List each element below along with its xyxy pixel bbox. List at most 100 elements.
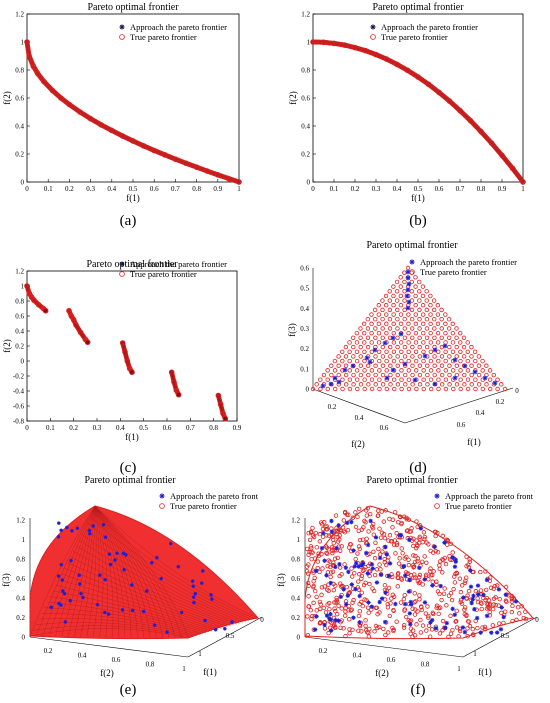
true-frontier-point	[475, 625, 480, 631]
y-tick-label: 0.6	[380, 424, 389, 432]
x-tick-label: 0.6	[435, 185, 444, 193]
legend-marker-true	[119, 34, 125, 40]
true-frontier-point	[343, 605, 348, 611]
true-frontier-point	[384, 321, 389, 327]
true-frontier-point	[457, 628, 463, 634]
approach-point	[336, 523, 341, 528]
surface-grid-line	[94, 505, 170, 638]
true-frontier-point	[483, 569, 488, 574]
true-frontier-point	[487, 601, 493, 607]
approach-point	[359, 563, 364, 568]
true-frontier-point	[436, 349, 441, 354]
true-frontier-point	[398, 275, 403, 280]
surface-grid-line	[55, 584, 216, 631]
true-frontier-point	[398, 600, 404, 605]
legend-marker-approach	[119, 24, 125, 30]
panel-label-c: (c)	[119, 460, 137, 476]
true-frontier-point	[372, 629, 377, 634]
approach-point	[472, 369, 478, 375]
true-frontier-point	[523, 609, 528, 615]
true-frontier-point	[319, 520, 324, 525]
true-frontier-point	[417, 382, 423, 387]
true-frontier-point	[332, 606, 337, 611]
true-frontier-point	[487, 377, 493, 382]
true-frontier-point	[413, 293, 418, 299]
approach-point	[366, 600, 371, 605]
approach-point	[452, 612, 458, 617]
true-frontier-point	[336, 603, 341, 608]
true-frontier-point	[388, 363, 393, 368]
legend-label-true: True pareto frontier	[420, 267, 487, 277]
true-frontier-point	[387, 326, 393, 331]
approach-point	[63, 620, 68, 624]
legend-marker-approach	[119, 261, 125, 267]
true-frontier-point	[439, 382, 445, 387]
approach-point	[209, 593, 213, 597]
true-frontier-point	[339, 544, 344, 549]
surface-grid-line	[67, 562, 228, 627]
true-frontier-point	[421, 349, 426, 354]
y-tick-label: 0.4	[15, 123, 24, 131]
true-frontier-point	[362, 597, 367, 602]
true-frontier-point	[394, 542, 400, 548]
x-axis-label: f(1)	[125, 432, 139, 442]
y-tick-label: 0.4	[353, 652, 362, 660]
true-frontier-point	[406, 340, 411, 345]
z-tick-label: 0.2	[16, 614, 25, 622]
x-tick-label: 0.1	[44, 185, 53, 193]
true-frontier-point	[410, 344, 415, 350]
true-frontier-point	[461, 335, 467, 341]
approach-point	[328, 580, 333, 586]
true-frontier-point	[458, 377, 463, 382]
true-frontier-point	[335, 599, 340, 605]
true-frontier-point	[376, 546, 381, 552]
approach-point	[432, 544, 437, 549]
approach-point	[352, 564, 358, 569]
true-frontier-point	[362, 567, 367, 572]
true-frontier-point	[362, 358, 367, 364]
true-frontier-point	[350, 600, 355, 605]
true-frontier-point	[443, 330, 448, 336]
approach-point	[343, 565, 349, 570]
true-frontier-point	[431, 307, 437, 313]
true-frontier-point	[372, 316, 378, 322]
true-frontier-point	[461, 354, 467, 359]
true-frontier-point	[436, 611, 441, 617]
y-tick-label: 0.8	[301, 67, 310, 75]
true-frontier-point	[362, 368, 367, 373]
y-tick-label: 0.8	[421, 661, 430, 669]
true-frontier-point	[435, 550, 441, 555]
true-frontier-point	[448, 613, 453, 619]
true-frontier-point	[448, 631, 454, 636]
true-frontier-point	[459, 583, 465, 588]
true-frontier-point	[425, 604, 430, 609]
approach-point	[332, 375, 338, 381]
true-frontier-point	[385, 601, 390, 607]
true-frontier-point	[425, 382, 430, 387]
true-frontier-point	[402, 372, 408, 378]
approach-point	[472, 607, 477, 612]
true-frontier-point	[491, 372, 497, 378]
true-frontier-point	[350, 515, 356, 520]
true-frontier-point	[341, 528, 346, 534]
true-frontier-point	[329, 544, 335, 550]
true-frontier-point	[464, 612, 469, 618]
true-frontier-point	[306, 552, 311, 557]
approach-point	[364, 355, 370, 361]
true-frontier-point	[424, 316, 430, 322]
surface-grid-line	[94, 505, 108, 637]
chart-panel-e: Pareto optimal frontier 0 0.2 0.4 0.6 0.8 1 1.2…	[0, 470, 275, 703]
true-frontier-point	[394, 619, 399, 624]
legend-marker-approach	[409, 259, 415, 265]
true-frontier-point	[421, 368, 426, 373]
approach-point	[438, 583, 443, 589]
approach-point	[334, 545, 339, 551]
true-frontier-point	[503, 598, 509, 603]
true-frontier-point	[435, 312, 441, 317]
y-tick-label: 1	[21, 39, 25, 47]
chart-title: Pareto optimal frontier	[366, 475, 458, 486]
z-tick-label: 0.2	[291, 614, 300, 622]
true-frontier-point	[462, 382, 467, 387]
approach-point	[59, 603, 63, 607]
true-frontier-point	[376, 303, 381, 308]
